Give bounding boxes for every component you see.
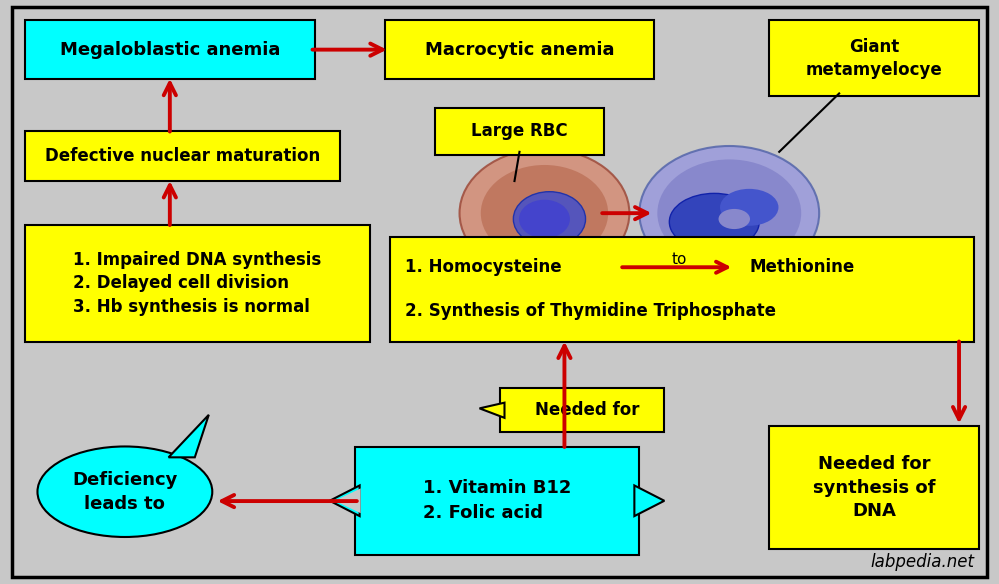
Text: Defective nuclear maturation: Defective nuclear maturation: [45, 147, 320, 165]
Text: 1. Vitamin B12
2. Folic acid: 1. Vitamin B12 2. Folic acid: [423, 479, 571, 522]
Text: Megaloblastic anemia: Megaloblastic anemia: [60, 41, 280, 58]
Text: 1. Impaired DNA synthesis
2. Delayed cell division
3. Hb synthesis is normal: 1. Impaired DNA synthesis 2. Delayed cel…: [73, 251, 322, 316]
Text: 1. Homocysteine: 1. Homocysteine: [405, 258, 561, 276]
Ellipse shape: [38, 446, 212, 537]
Polygon shape: [634, 485, 664, 516]
Polygon shape: [330, 485, 360, 516]
FancyBboxPatch shape: [355, 447, 639, 555]
FancyBboxPatch shape: [390, 237, 974, 342]
Ellipse shape: [519, 200, 570, 238]
FancyBboxPatch shape: [769, 20, 979, 96]
Text: to: to: [671, 252, 687, 267]
FancyBboxPatch shape: [385, 20, 654, 79]
Ellipse shape: [720, 189, 778, 226]
Text: Needed for
synthesis of
DNA: Needed for synthesis of DNA: [813, 455, 935, 520]
Ellipse shape: [657, 159, 801, 267]
Ellipse shape: [669, 193, 759, 251]
Polygon shape: [335, 488, 361, 513]
Text: labpedia.net: labpedia.net: [870, 553, 974, 571]
Polygon shape: [480, 403, 504, 418]
Text: Methionine: Methionine: [749, 258, 854, 276]
Text: Needed for: Needed for: [534, 401, 639, 419]
FancyBboxPatch shape: [25, 20, 315, 79]
Text: 2. Synthesis of Thymidine Triphosphate: 2. Synthesis of Thymidine Triphosphate: [405, 302, 775, 320]
Text: Deficiency
leads to: Deficiency leads to: [72, 471, 178, 513]
FancyBboxPatch shape: [25, 131, 340, 181]
Polygon shape: [169, 415, 209, 457]
FancyBboxPatch shape: [500, 388, 664, 432]
Ellipse shape: [481, 165, 608, 262]
Ellipse shape: [460, 149, 629, 277]
Ellipse shape: [639, 146, 819, 280]
Ellipse shape: [718, 209, 750, 229]
FancyBboxPatch shape: [769, 426, 979, 549]
Text: Macrocytic anemia: Macrocytic anemia: [425, 41, 614, 58]
Ellipse shape: [513, 192, 585, 246]
Text: Giant
metamyelocye: Giant metamyelocye: [806, 37, 942, 79]
Text: Large RBC: Large RBC: [472, 123, 567, 140]
FancyBboxPatch shape: [435, 108, 604, 155]
FancyBboxPatch shape: [25, 225, 370, 342]
